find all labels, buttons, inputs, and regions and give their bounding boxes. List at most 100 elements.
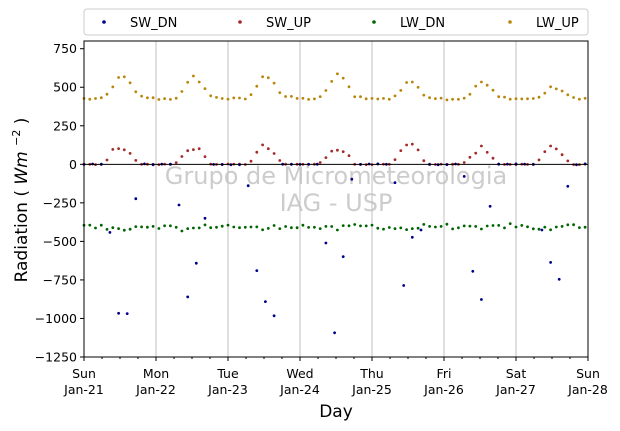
data-point — [474, 84, 478, 88]
data-point — [203, 223, 207, 227]
data-point — [341, 224, 345, 228]
data-point — [261, 75, 264, 79]
data-point — [243, 97, 247, 101]
data-point — [313, 97, 316, 101]
data-point — [462, 175, 466, 178]
data-point — [566, 223, 570, 227]
data-point — [382, 97, 385, 100]
data-point — [174, 161, 178, 165]
data-point — [313, 225, 316, 229]
data-point — [341, 150, 345, 154]
data-point — [284, 225, 287, 228]
data-point — [471, 269, 475, 273]
data-point — [324, 89, 328, 92]
y-axis-label-unit-close: ) — [12, 118, 32, 125]
data-point — [520, 224, 524, 227]
data-point — [572, 96, 575, 99]
data-point — [578, 226, 581, 230]
data-point — [117, 311, 120, 315]
data-point — [416, 148, 420, 152]
data-point — [572, 223, 575, 227]
data-point — [364, 97, 368, 101]
data-point — [560, 89, 564, 93]
data-point — [387, 97, 391, 101]
x-tick-weekday: Sun — [576, 366, 600, 381]
data-point — [336, 228, 339, 232]
data-point — [157, 98, 161, 101]
data-point — [330, 225, 334, 228]
data-point — [324, 156, 328, 160]
data-point — [347, 154, 351, 158]
data-point — [439, 96, 443, 100]
data-point — [215, 96, 218, 99]
data-point — [491, 224, 495, 227]
x-tick-weekday: Thu — [359, 366, 383, 381]
data-point — [399, 89, 403, 92]
data-point — [387, 226, 391, 229]
data-point — [488, 204, 492, 208]
data-point — [94, 97, 97, 100]
x-axis-label: Day — [319, 402, 353, 422]
data-point — [290, 226, 293, 230]
legend-marker-sw-dn — [102, 20, 106, 24]
data-point — [445, 98, 449, 102]
data-point — [549, 85, 552, 89]
data-point — [405, 81, 408, 84]
data-point — [99, 96, 103, 100]
data-point — [543, 150, 547, 154]
data-point — [347, 85, 351, 89]
data-point — [549, 144, 552, 148]
data-point — [243, 225, 247, 229]
data-point — [353, 223, 357, 226]
data-point — [249, 159, 253, 163]
series-points — [82, 72, 587, 335]
data-point — [399, 226, 403, 230]
data-point — [140, 225, 144, 229]
data-point — [480, 227, 483, 231]
data-point — [255, 225, 259, 229]
data-point — [111, 85, 115, 89]
data-point — [209, 226, 213, 230]
data-point — [192, 148, 195, 152]
data-point — [290, 95, 293, 98]
data-point — [578, 97, 581, 101]
legend-label-lw-up: LW_UP — [536, 16, 579, 31]
data-point — [197, 147, 201, 151]
y-tick-label: −250 — [43, 195, 77, 210]
data-point — [566, 93, 570, 97]
legend-label-lw-dn: LW_DN — [400, 16, 445, 31]
data-point — [88, 223, 92, 227]
data-point — [531, 97, 535, 100]
data-point — [226, 223, 230, 227]
data-point — [232, 225, 236, 229]
data-point — [434, 225, 437, 229]
y-axis-label: Radiation ( Wm −2 ) — [5, 118, 32, 283]
data-point — [318, 227, 322, 231]
data-point — [416, 85, 420, 89]
data-point — [439, 225, 443, 228]
watermark-line-2: IAG - USP — [280, 189, 393, 217]
x-tick-weekday: Sat — [506, 366, 527, 381]
y-axis-label-text: Radiation — [12, 202, 32, 282]
data-point — [537, 158, 541, 162]
data-point — [468, 155, 472, 159]
data-point — [134, 159, 138, 162]
data-point — [497, 95, 501, 99]
data-point — [480, 298, 483, 301]
data-point — [99, 223, 103, 227]
y-tick-label: −750 — [43, 272, 77, 287]
data-point — [197, 80, 201, 84]
data-point — [203, 216, 207, 220]
data-point — [134, 197, 138, 201]
data-point — [163, 224, 167, 228]
data-point — [376, 226, 380, 230]
data-point — [330, 80, 334, 83]
y-axis: 750 500 250 0 −250 −500 −750 −1000 −1250 — [35, 41, 84, 365]
data-point — [520, 97, 524, 101]
data-point — [128, 152, 132, 155]
x-tick-weekday: Wed — [286, 366, 313, 381]
data-point — [278, 227, 282, 231]
data-point — [111, 226, 115, 230]
data-point — [151, 96, 155, 100]
